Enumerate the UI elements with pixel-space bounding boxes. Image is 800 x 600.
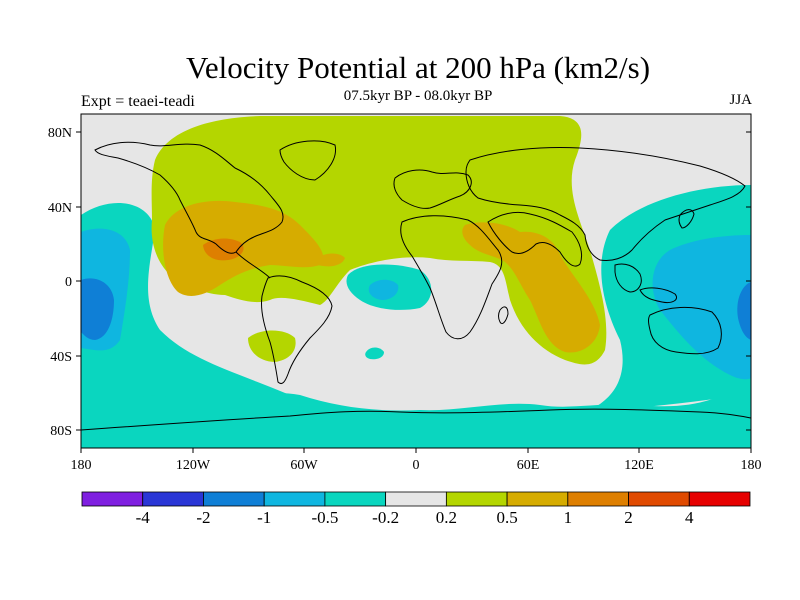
colorbar-swatch [142, 491, 204, 507]
colorbar-swatch [506, 491, 569, 507]
colorbar-level-label: 0.5 [496, 508, 517, 527]
colorbar-level-label: -1 [257, 508, 271, 527]
colorbar-level-label: -4 [136, 508, 151, 527]
colorbar-level-label: -2 [196, 508, 210, 527]
colorbar-swatch [324, 491, 387, 507]
colorbar-level-label: 1 [564, 508, 573, 527]
lon-tick-label: 0 [413, 458, 420, 473]
colorbar-level-label: 4 [685, 508, 694, 527]
colorbar-swatch [688, 491, 751, 507]
contour-band-cyan [81, 203, 290, 405]
lon-axis: 180 120W 60W 0 60E 120E 180 [71, 448, 762, 473]
map-subtitle: 07.5kyr BP - 08.0kyr BP [343, 88, 493, 104]
colorbar-swatch [567, 491, 629, 507]
experiment-label: Expt = teaei-teadi [81, 93, 195, 110]
lon-tick-label: 120W [176, 458, 211, 473]
colorbar-level-label: -0.5 [311, 508, 338, 527]
contour-band-blue [81, 278, 114, 340]
colorbar-swatch [81, 491, 144, 507]
coastlines [81, 140, 751, 431]
lat-tick-label: 40N [48, 201, 72, 216]
lon-tick-label: 60E [517, 458, 540, 473]
lon-tick-label: 180 [741, 458, 762, 473]
map-field [81, 114, 751, 448]
contour-band-blue [737, 282, 751, 340]
contour-band-yellowgreen [248, 330, 296, 362]
contour-band-lightblue [652, 235, 751, 380]
lat-tick-label: 80S [50, 424, 72, 439]
colorbar-level-label: 2 [624, 508, 633, 527]
lat-axis: 80N 40N 0 40S 80S [48, 126, 751, 439]
contour-band-darkorange [203, 238, 244, 261]
lon-tick-label: 180 [71, 458, 92, 473]
contour-band-yellowgreen [151, 116, 607, 365]
contour-band-orange [318, 253, 345, 267]
lat-tick-label: 0 [65, 275, 72, 290]
contour-band-lightblue [368, 279, 399, 300]
map-title: Velocity Potential at 200 hPa (km2/s) [185, 50, 651, 85]
lon-tick-label: 60W [290, 458, 318, 473]
lat-tick-label: 80N [48, 126, 72, 141]
contour-band-cyan [365, 347, 384, 360]
colorbar-level-label: 0.2 [436, 508, 457, 527]
colorbar-swatch [263, 491, 326, 507]
lat-tick-label: 40S [50, 350, 72, 365]
colorbar: -4 -2 -1 -0.5 -0.2 0.2 0.5 1 2 4 [81, 491, 751, 527]
contour-band-orange [462, 222, 600, 353]
colorbar-swatch [445, 491, 508, 507]
season-label: JJA [729, 92, 752, 108]
colorbar-level-label: -0.2 [372, 508, 399, 527]
colorbar-swatch [385, 491, 447, 507]
colorbar-swatch [203, 491, 265, 507]
colorbar-swatch [628, 491, 690, 507]
lon-tick-label: 120E [624, 458, 654, 473]
